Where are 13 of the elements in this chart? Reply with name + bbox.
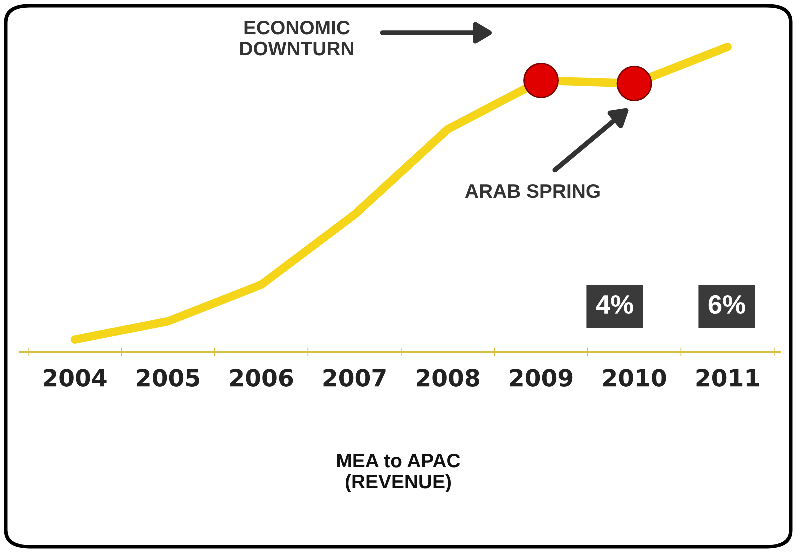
annotation: ARAB SPRING bbox=[465, 184, 600, 198]
x-tick-label: 2011 bbox=[696, 369, 760, 387]
x-tick-label: 2008 bbox=[417, 369, 480, 387]
annotation: 4% bbox=[596, 295, 634, 314]
annotation: 6% bbox=[708, 295, 746, 314]
x-tick-label: 2006 bbox=[230, 369, 294, 387]
annotation: ECONOMIC DOWNTURN bbox=[240, 20, 354, 56]
x-tick-label: 2004 bbox=[44, 369, 107, 387]
x-tick-label: 2007 bbox=[324, 369, 386, 387]
x-tick-label: 2009 bbox=[510, 369, 573, 387]
text: MEA to APAC (REVENUE) bbox=[338, 454, 460, 493]
x-tick-label: 2010 bbox=[604, 369, 666, 387]
x-tick-label: 2005 bbox=[137, 369, 200, 387]
